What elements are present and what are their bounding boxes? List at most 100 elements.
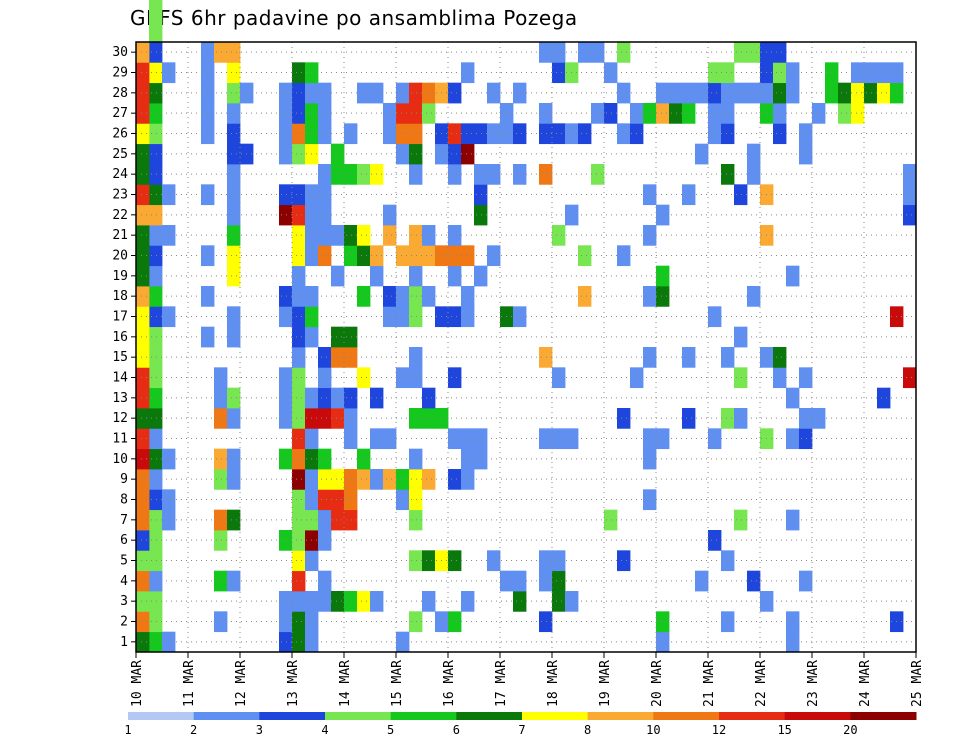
- heatmap-cell: [136, 591, 150, 612]
- heatmap-cell: [799, 570, 813, 592]
- heatmap-cell: [201, 245, 215, 267]
- heatmap-cell: [292, 62, 306, 84]
- heatmap-cell: [617, 82, 631, 104]
- colorbar-swatch: [653, 712, 720, 720]
- heatmap-cell: [292, 265, 306, 287]
- heatmap-cell: [201, 286, 215, 307]
- heatmap-cell: [318, 184, 332, 206]
- heatmap-cell: [708, 428, 722, 450]
- heatmap-cell: [344, 509, 358, 531]
- heatmap-cell: [643, 103, 657, 124]
- heatmap-cell: [552, 42, 566, 63]
- y-tick-label: 12: [112, 411, 128, 426]
- heatmap-cell: [799, 367, 813, 389]
- heatmap-cell: [149, 225, 163, 246]
- heatmap-cell: [357, 448, 371, 470]
- y-tick-label: 19: [112, 269, 128, 284]
- heatmap-cell: [344, 225, 358, 246]
- heatmap-cell: [136, 42, 150, 63]
- heatmap-cell: [448, 469, 462, 490]
- heatmap-cell: [214, 509, 228, 531]
- colorbar-label: 7: [518, 723, 525, 737]
- heatmap-cell: [591, 42, 605, 63]
- heatmap-cell: [448, 550, 462, 572]
- heatmap-cell: [279, 204, 293, 226]
- heatmap-cell: [721, 408, 735, 429]
- heatmap-cell: [292, 204, 306, 226]
- heatmap-cell: [227, 184, 241, 206]
- heatmap-cell: [474, 164, 488, 185]
- heatmap-cell: [292, 489, 306, 511]
- heatmap-cell: [279, 367, 293, 389]
- heatmap-cell: [721, 82, 735, 104]
- heatmap-cell: [136, 550, 150, 572]
- heatmap-cell: [552, 550, 566, 572]
- heatmap-cell: [292, 509, 306, 531]
- heatmap-cell: [643, 225, 657, 246]
- x-tick-label: 18 MAR: [546, 660, 561, 707]
- heatmap-cell: [318, 408, 332, 429]
- heatmap-cell: [409, 448, 423, 470]
- heatmap-cell: [786, 82, 800, 104]
- heatmap-cell: [851, 103, 865, 124]
- heatmap-cell: [344, 469, 358, 490]
- heatmap-cell: [136, 408, 150, 429]
- heatmap-cell: [136, 164, 150, 185]
- heatmap-cell: [669, 82, 683, 104]
- heatmap-cell: [422, 408, 436, 429]
- heatmap-cell: [214, 367, 228, 389]
- heatmap-cell: [292, 530, 306, 551]
- heatmap-cell: [799, 408, 813, 429]
- heatmap-cell: [734, 367, 748, 389]
- heatmap-cell: [409, 509, 423, 531]
- heatmap-cell: [331, 591, 345, 612]
- heatmap-cell: [227, 82, 241, 104]
- colorbar-label: 4: [321, 723, 328, 737]
- heatmap-cell: [227, 103, 241, 124]
- y-tick-label: 11: [112, 432, 128, 447]
- heatmap-cell: [734, 184, 748, 206]
- y-tick-label: 10: [112, 452, 128, 467]
- y-tick-label: 1: [120, 635, 128, 650]
- heatmap-cell: [292, 570, 306, 592]
- heatmap-cell: [201, 42, 215, 63]
- heatmap-cell: [539, 611, 553, 633]
- heatmap-cell: [409, 550, 423, 572]
- heatmap-cell: [149, 611, 163, 633]
- heatmap-cell: [149, 62, 163, 84]
- heatmap-cell: [136, 631, 150, 653]
- heatmap-cell: [292, 469, 306, 490]
- heatmap-cell: [279, 143, 293, 165]
- y-tick-label: 6: [120, 533, 128, 548]
- heatmap-cell: [656, 611, 670, 633]
- heatmap-cell: [396, 245, 410, 267]
- heatmap-cell: [578, 286, 592, 307]
- colorbar-swatch: [719, 712, 786, 720]
- heatmap-cell: [539, 164, 553, 185]
- heatmap-cell: [214, 530, 228, 551]
- colorbar-swatch: [456, 712, 523, 720]
- heatmap-cell: [461, 286, 475, 307]
- heatmap-cell: [838, 103, 852, 124]
- heatmap-cell: [383, 286, 397, 307]
- heatmap-cell: [331, 489, 345, 511]
- heatmap-cell: [318, 103, 332, 124]
- heatmap-cell: [552, 225, 566, 246]
- heatmap-cell: [812, 408, 826, 429]
- heatmap-cell: [461, 428, 475, 450]
- heatmap-cell: [292, 408, 306, 429]
- heatmap-cell: [292, 347, 306, 368]
- heatmap-cell: [682, 347, 696, 368]
- heatmap-cell: [773, 82, 787, 104]
- heatmap-cell: [747, 164, 761, 185]
- heatmap-cell: [279, 530, 293, 551]
- colorbar-swatch: [193, 712, 260, 720]
- heatmap-cell: [721, 103, 735, 124]
- heatmap-cell: [513, 306, 527, 328]
- heatmap-cell: [851, 62, 865, 84]
- colorbar-swatch: [259, 712, 326, 720]
- heatmap-cell: [552, 62, 566, 84]
- heatmap-cell: [487, 82, 501, 104]
- heatmap-cell: [227, 306, 241, 328]
- heatmap-cell: [487, 123, 501, 145]
